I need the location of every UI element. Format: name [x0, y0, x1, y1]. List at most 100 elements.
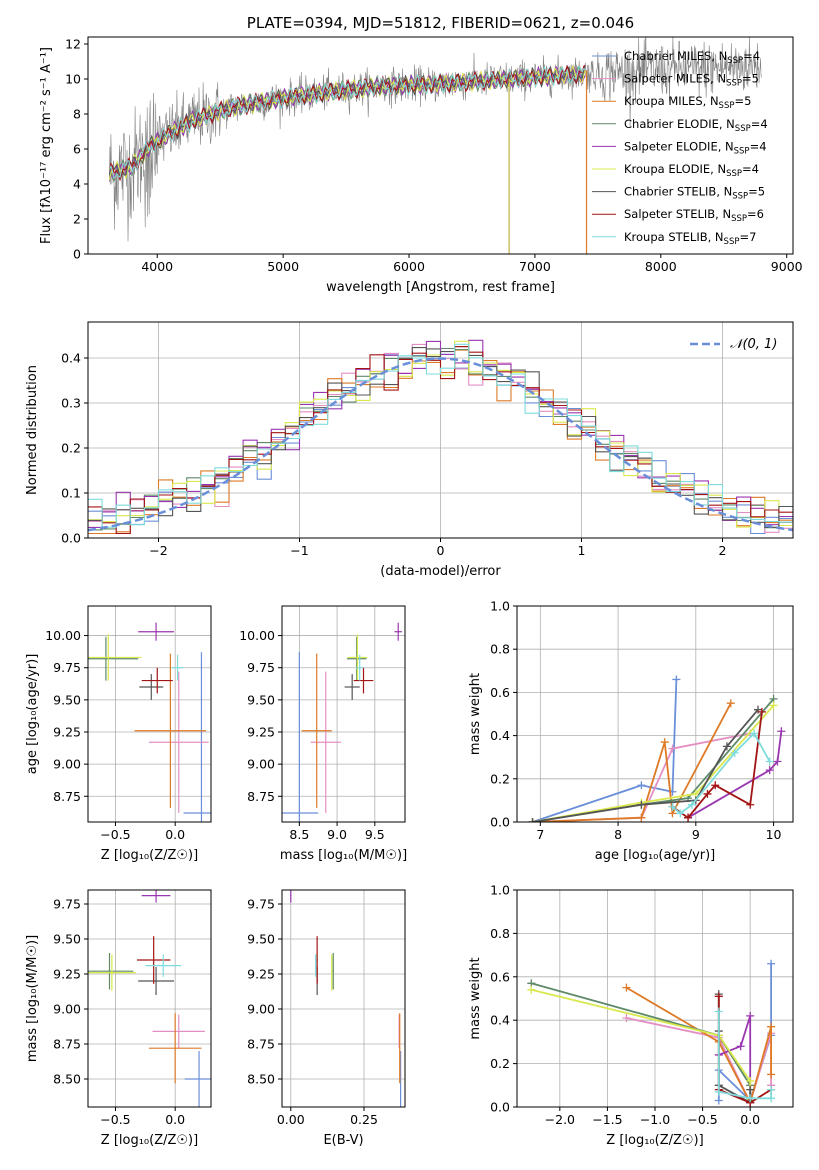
data-point	[672, 675, 681, 684]
legend-subscript: SSP	[719, 101, 735, 111]
series-line-salpeter-elodie	[687, 731, 783, 819]
legend-value: =6	[747, 207, 764, 221]
legend-text: Salpeter MILES, N	[624, 72, 726, 86]
x-tick-label: −1	[290, 543, 308, 558]
data-point	[726, 699, 735, 708]
x-tick-label: 7	[536, 827, 544, 842]
errorbar-kroupa-elodie	[88, 954, 136, 991]
x-tick-label: 8.5	[289, 827, 309, 842]
legend-value: =4	[743, 49, 760, 63]
x-tick-label: 9.5	[365, 827, 385, 842]
errorbar-salpeter-stelib	[353, 667, 374, 694]
y-tick-label: 1.0	[490, 599, 510, 614]
y-tick-label: 12	[65, 37, 81, 52]
legend-value: =5	[734, 94, 751, 108]
legend-entry: 𝒩(0, 1)	[730, 337, 777, 352]
y-tick-label: 9.75	[53, 897, 81, 912]
legend-subscript: SSP	[731, 214, 747, 224]
x-tick-label: 1	[578, 543, 586, 558]
y-tick-label: 9.25	[53, 725, 81, 740]
legend-text: Kroupa STELIB, N	[624, 230, 724, 244]
data-point	[765, 757, 774, 766]
x-tick-label: −2.0	[545, 1112, 575, 1127]
data-point	[746, 1094, 755, 1103]
x-tick-label: 9.0	[327, 827, 347, 842]
errorbar-chabrier-elodie	[346, 636, 367, 681]
y-axis-label: age [log₁₀(age/yr)]	[25, 654, 40, 775]
y-axis-label: mass weight	[468, 957, 483, 1039]
data-point	[767, 1094, 776, 1103]
y-tick-label: 0.4	[490, 1013, 510, 1028]
legend-entry: Kroupa ELODIE, NSSP=4	[624, 162, 759, 179]
data-point	[687, 800, 696, 809]
y-axis-label: Normed distribution	[25, 365, 40, 495]
legend-entry: Salpeter MILES, NSSP=5	[624, 72, 759, 89]
x-tick-label: 5000	[267, 259, 299, 274]
data-point	[660, 738, 669, 747]
legend-text: Chabrier MILES, N	[624, 49, 727, 63]
data-point	[765, 766, 774, 775]
errorbar-kroupa-miles	[148, 1013, 202, 1084]
y-tick-label: 10	[65, 72, 81, 87]
x-tick-label: −1.5	[592, 1112, 622, 1127]
errorbar-kroupa-elodie	[331, 954, 333, 991]
legend-entry: Chabrier STELIB, NSSP=5	[624, 185, 765, 202]
normal-curve	[88, 357, 793, 532]
errorbar-chabrier-stelib	[139, 674, 164, 700]
data-point	[714, 1096, 723, 1105]
errorbar-salpeter-elodie	[394, 622, 402, 641]
legend-text: Salpeter ELODIE, N	[624, 139, 734, 153]
data-point	[746, 800, 755, 809]
y-tick-label: 9.75	[247, 897, 275, 912]
axes-massweight-vs-Z: −2.0 −1.5 −1.0 −0.5 0.0 0.0 0.2 0.4 0.6 0.8 1.0 Z […	[468, 883, 794, 1148]
data-point	[527, 985, 536, 994]
axes-residuals: −2 −1 0 1 2 0.0 0.1 0.2 0.3 0.4 (data-model)/error…	[25, 321, 794, 579]
x-tick-label: −2	[149, 543, 167, 558]
y-tick-label: 8.75	[53, 789, 81, 804]
data-point	[736, 1042, 745, 1051]
x-tick-label: 10	[766, 827, 782, 842]
legend-entry: Chabrier MILES, NSSP=4	[624, 49, 760, 66]
errorbar-kroupa-stelib	[145, 954, 182, 977]
legend-entry: Salpeter ELODIE, NSSP=4	[624, 139, 767, 156]
legend-subscript: SSP	[726, 169, 742, 179]
axes-frame	[281, 889, 406, 1108]
data-point	[711, 781, 720, 790]
y-tick-label: 0	[73, 247, 81, 262]
histogram-kroupa-stelib	[88, 343, 793, 528]
y-tick-label: 0.1	[61, 486, 81, 501]
data-point	[528, 818, 537, 822]
data-point	[714, 1007, 723, 1016]
x-axis-label: mass [log₁₀(M/M☉)]	[280, 848, 407, 863]
y-tick-label: 9.50	[247, 932, 275, 947]
y-tick-label: 8	[73, 107, 81, 122]
legend-value: =5	[748, 185, 765, 199]
x-axis-label: age [log₁₀(age/yr)]	[595, 848, 716, 863]
errorbar-salpeter-stelib	[136, 936, 171, 984]
x-tick-label: 0.0	[740, 1112, 760, 1127]
errorbar-kroupa-elodie	[347, 634, 368, 681]
legend-value: =4	[750, 139, 767, 153]
x-axis-label: Z [log₁₀(Z/Z☉)]	[606, 1133, 703, 1148]
errorbar-kroupa-stelib	[355, 654, 364, 681]
errorbar-chabrier-elodie	[88, 953, 134, 990]
series-line-kroupa-stelib	[671, 731, 771, 815]
series-line-chabrier-miles	[532, 679, 678, 822]
legend-value: =5	[742, 72, 759, 86]
plot-area	[282, 890, 405, 1107]
data-point	[757, 707, 766, 716]
y-axis-label: Flux [fλ10⁻¹⁷ erg cm⁻² s⁻¹ A⁻¹]	[39, 47, 54, 244]
errorbar-kroupa-miles	[134, 653, 207, 808]
legend-subscript: SSP	[734, 146, 750, 156]
y-tick-label: 6	[73, 142, 81, 157]
axes-age-vs-mass: 8.5 9.0 9.5 8.75 9.00 9.25 9.50 9.75 10.00 mass […	[239, 605, 407, 863]
y-tick-label: 9.25	[247, 725, 275, 740]
model-fit-salpeter-stelib	[108, 64, 586, 182]
y-tick-label: 9.00	[53, 1002, 81, 1017]
axes-frame	[87, 36, 794, 255]
y-tick-label: 8.75	[53, 1037, 81, 1052]
errorbar-salpeter-miles	[310, 671, 341, 813]
errorbar-kroupa-miles	[399, 1013, 401, 1084]
y-tick-label: 9.50	[53, 692, 81, 707]
